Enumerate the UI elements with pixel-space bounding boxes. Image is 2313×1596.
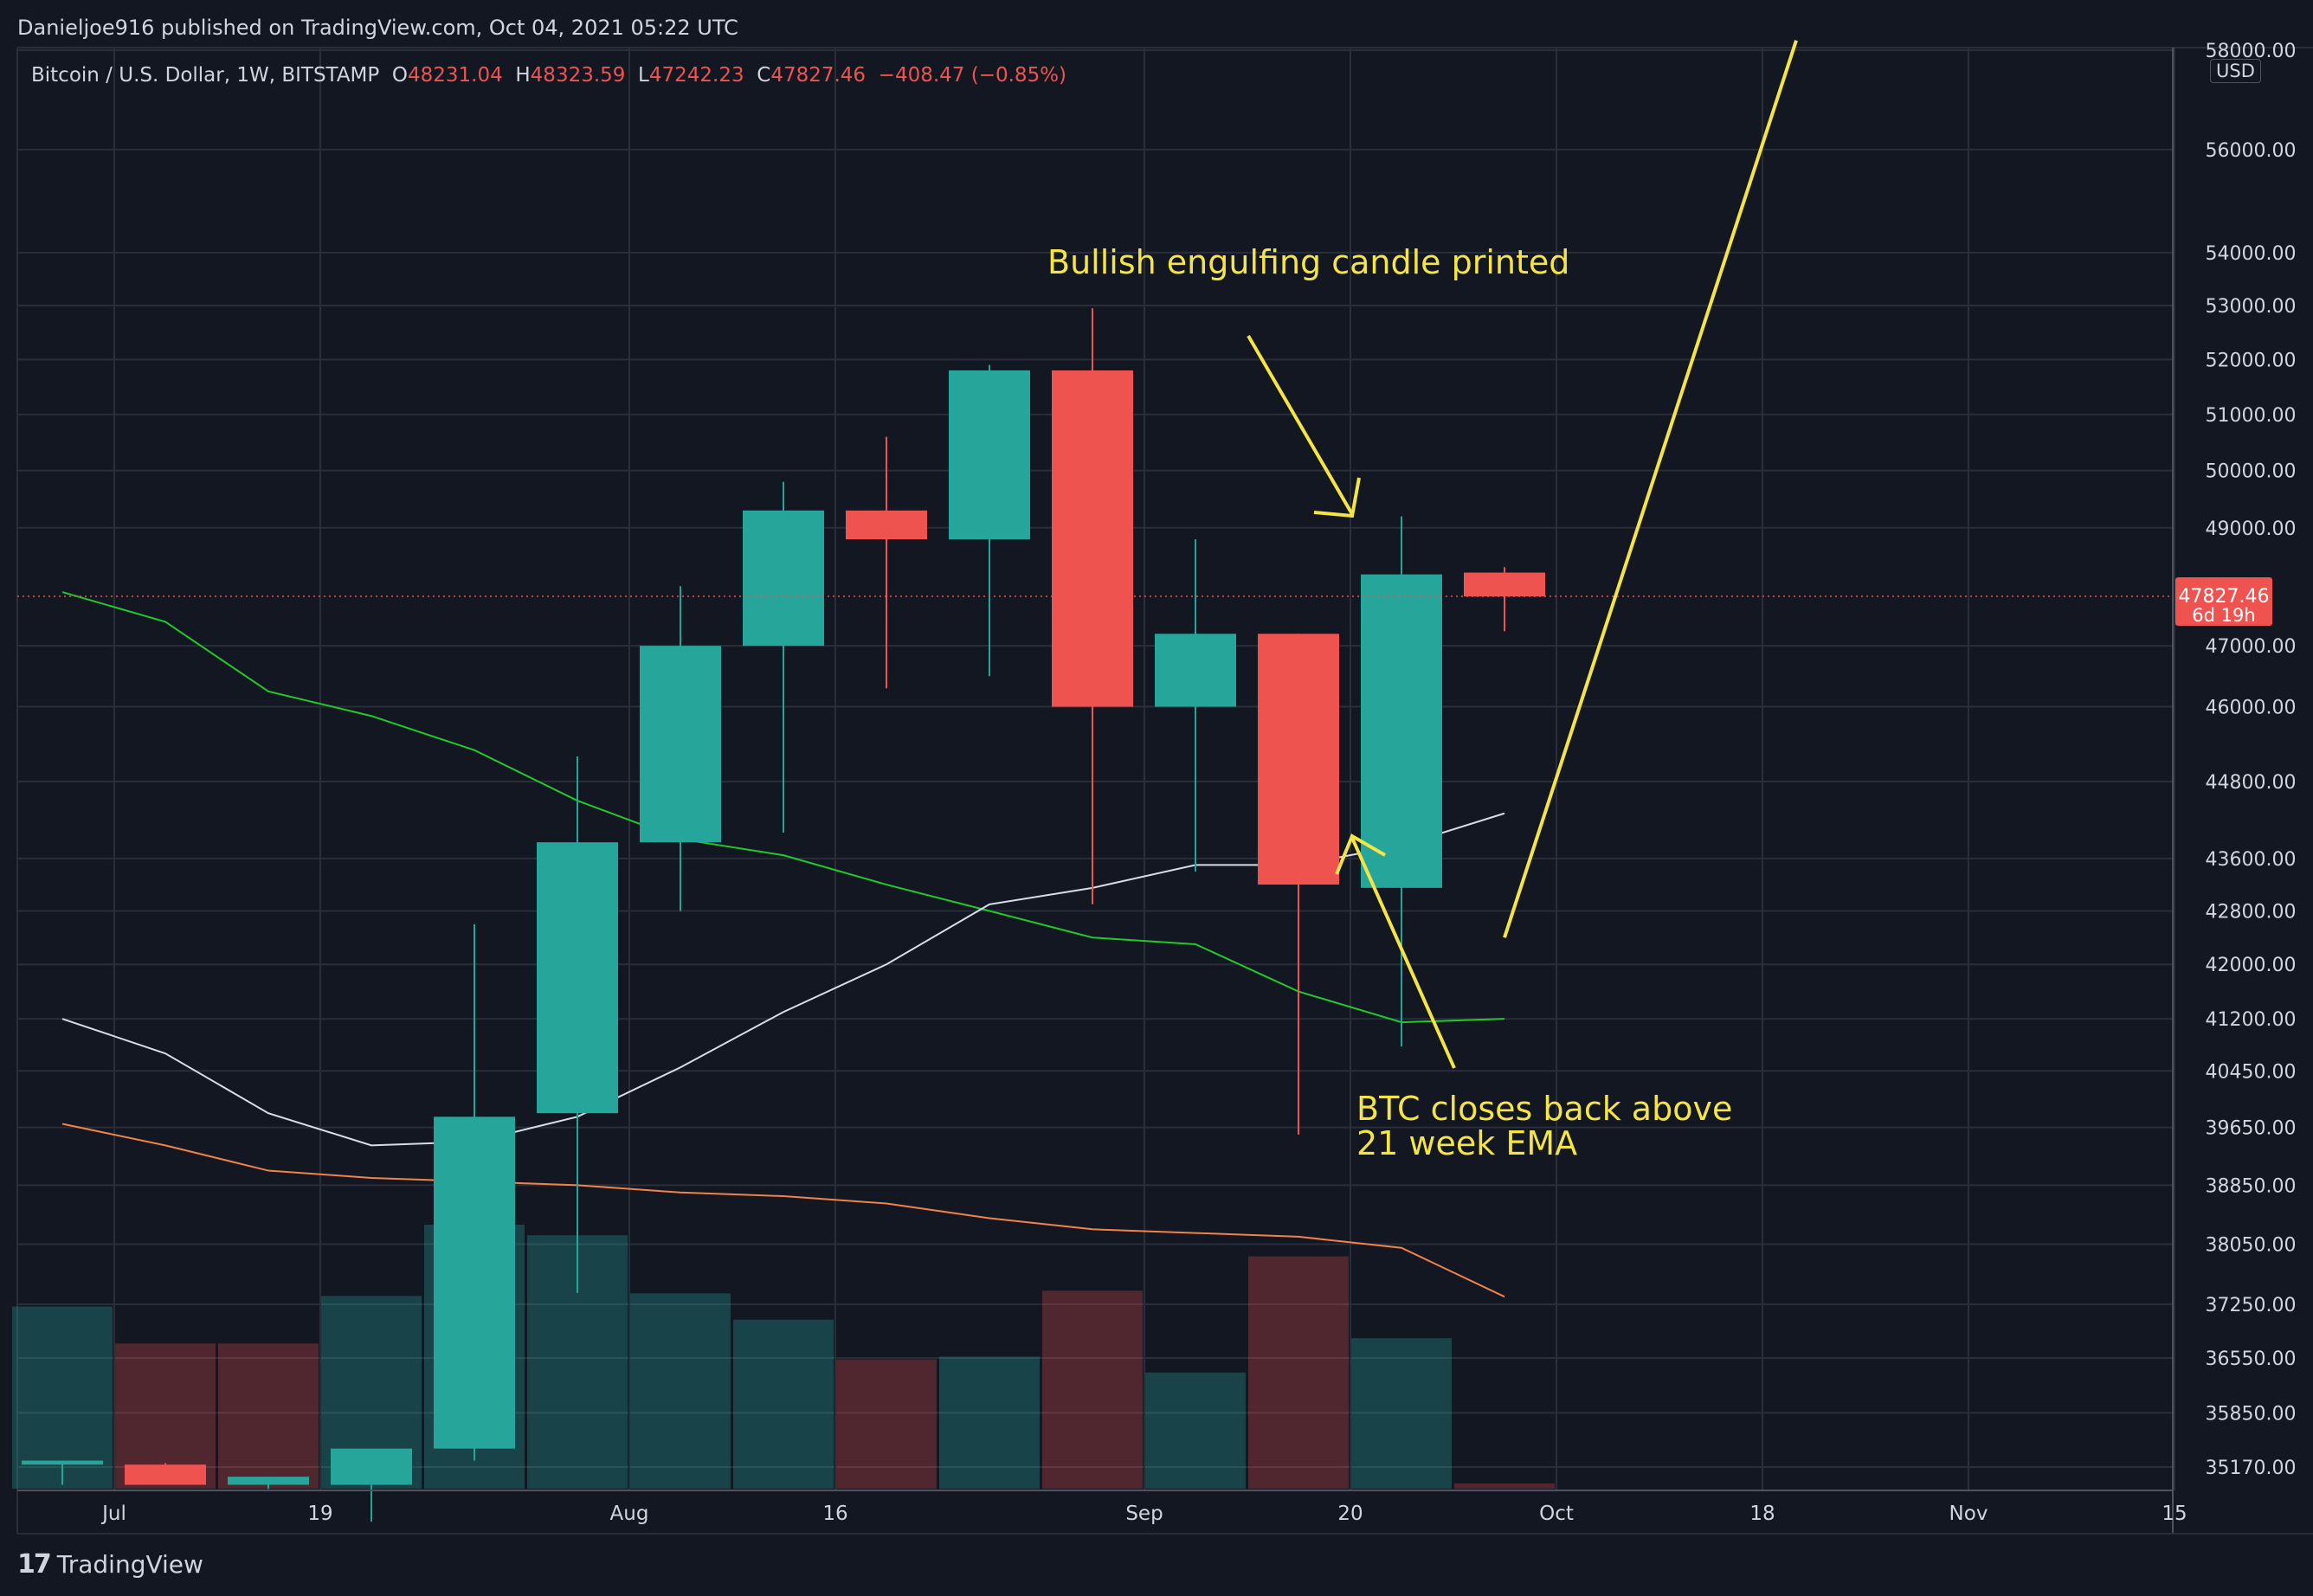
candle-body [434, 1117, 515, 1449]
volume-bar [218, 1343, 319, 1489]
close-label: C [757, 64, 771, 87]
candle-body [846, 510, 927, 540]
open-label: O [391, 64, 408, 87]
volume-bar [939, 1356, 1040, 1489]
y-tick-label: 36550.00 [2206, 1348, 2297, 1370]
currency-badge[interactable]: USD [2210, 59, 2261, 83]
grid [16, 47, 2313, 1534]
y-tick-label: 50000.00 [2206, 461, 2297, 483]
y-tick-label: 46000.00 [2206, 698, 2297, 719]
annotation-arrowhead-bottom [1335, 833, 1387, 875]
x-tick-label: Aug [610, 1503, 649, 1525]
annotation-ema-line2: 21 week EMA [1356, 1124, 1577, 1162]
x-tick-label: 20 [1337, 1503, 1363, 1525]
y-tick-label: 51000.00 [2206, 405, 2297, 427]
y-tick-label: 42800.00 [2206, 901, 2297, 923]
candle-body [743, 510, 824, 647]
last-price-value: 47827.46 [2179, 586, 2270, 608]
low-label: L [638, 64, 649, 87]
candle-body [22, 1460, 103, 1465]
volume-bar [1248, 1256, 1349, 1489]
time-axis[interactable]: Jul 19 Aug 16 Sep 20 Oct 18 Nov 15 [17, 1490, 2313, 1535]
y-tick-label: 38050.00 [2206, 1234, 2297, 1256]
volume-bar [1351, 1338, 1452, 1489]
y-tick-label: 41200.00 [2206, 1009, 2297, 1031]
volume-bar [733, 1319, 834, 1489]
volume-bar [12, 1306, 113, 1489]
publisher-line: Danieljoe916 published on TradingView.co… [17, 16, 738, 40]
volume-bar [836, 1359, 937, 1489]
annotation-arrow-bottom [1350, 837, 1456, 1069]
y-tick-label: 52000.00 [2206, 350, 2297, 371]
y-tick-label: 42000.00 [2206, 955, 2297, 976]
tradingview-logo[interactable]: 17 TradingView [17, 1549, 203, 1580]
candle-body [1258, 634, 1339, 885]
y-tick-label: 39650.00 [2206, 1118, 2297, 1140]
change-value: −408.47 (−0.85%) [878, 64, 1067, 87]
candles [22, 308, 1545, 1522]
y-tick-label: 38850.00 [2206, 1175, 2297, 1197]
annotation-bullish-engulfing: Bullish engulfing candle printed [1047, 243, 1569, 281]
open-value: 48231.04 [408, 64, 503, 87]
candle-body [331, 1448, 412, 1485]
x-tick-label: Jul [100, 1503, 126, 1525]
high-label: H [515, 64, 531, 87]
projection-line [1503, 40, 1798, 938]
annotations: Bullish engulfing candle printed BTC clos… [1047, 40, 1798, 1162]
x-tick-label: Sep [1125, 1503, 1163, 1525]
candle-body [1052, 370, 1133, 707]
last-price-tag [2175, 577, 2272, 627]
y-tick-label: 35170.00 [2206, 1458, 2297, 1479]
volume-bar [630, 1293, 731, 1489]
y-tick-label: 44800.00 [2206, 772, 2297, 794]
y-tick-label: 47000.00 [2206, 636, 2297, 658]
y-tick-label: 35850.00 [2206, 1403, 2297, 1425]
high-value: 48323.59 [530, 64, 626, 87]
symbol-legend: Bitcoin / U.S. Dollar, 1W, BITSTAMP O482… [31, 64, 1066, 87]
x-tick-label: 16 [822, 1503, 847, 1525]
annotation-arrow-top [1247, 334, 1354, 516]
x-tick-label: Nov [1949, 1503, 1988, 1525]
brand-text: TradingView [56, 1550, 203, 1579]
low-value: 47242.23 [648, 64, 744, 87]
x-tick-label: 18 [1749, 1503, 1775, 1525]
ema-orange-line [61, 1123, 1505, 1298]
candle-body [640, 646, 721, 843]
candle-body [228, 1477, 309, 1485]
tradingview-logo-icon: 17 [17, 1549, 52, 1580]
volume-bars [12, 1225, 1555, 1489]
y-tick-label: 43600.00 [2206, 849, 2297, 871]
annotation-ema-line1: BTC closes back above [1356, 1090, 1732, 1128]
candle-body [1464, 572, 1545, 597]
y-tick-label: 49000.00 [2206, 518, 2297, 540]
candle-body [1155, 634, 1236, 707]
y-tick-label: 54000.00 [2206, 243, 2297, 265]
price-axis[interactable]: 58000.00 56000.00 54000.00 53000.00 52000.00… [17, 41, 2296, 1534]
y-tick-label: 40450.00 [2206, 1061, 2297, 1083]
annotation-arrowhead-top [1313, 477, 1361, 518]
volume-bar [1454, 1483, 1555, 1489]
last-price-countdown: 6d 19h [2192, 605, 2255, 626]
candle-body [125, 1464, 206, 1485]
ema-green-line [61, 591, 1505, 1024]
close-value: 47827.46 [770, 64, 867, 87]
volume-bar [1042, 1290, 1143, 1489]
y-tick-label: 56000.00 [2206, 140, 2297, 162]
volume-bar [1145, 1372, 1246, 1489]
candle-body [1361, 574, 1442, 888]
x-tick-label: Oct [1539, 1503, 1574, 1525]
y-tick-label: 37250.00 [2206, 1295, 2297, 1316]
x-tick-label: 19 [307, 1503, 332, 1525]
candle-body [537, 842, 618, 1114]
y-tick-label: 58000.00 [2206, 41, 2297, 62]
candle-body [949, 370, 1030, 540]
symbol-title: Bitcoin / U.S. Dollar, 1W, BITSTAMP [31, 64, 380, 87]
x-tick-label: 15 [2162, 1503, 2187, 1525]
y-tick-label: 53000.00 [2206, 296, 2297, 318]
